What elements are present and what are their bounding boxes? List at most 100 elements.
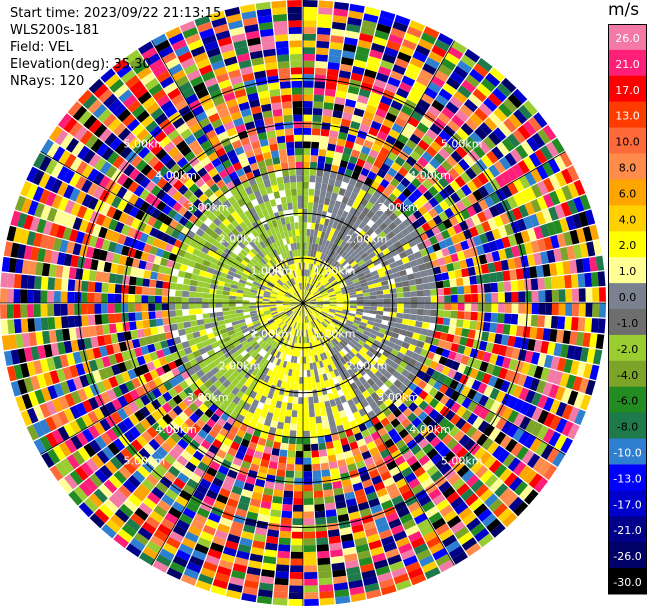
velocity-gate <box>188 291 196 298</box>
velocity-gate <box>75 160 88 176</box>
velocity-gate <box>314 319 319 326</box>
velocity-gate <box>558 289 566 302</box>
velocity-gate <box>268 330 275 337</box>
velocity-gate <box>212 173 222 184</box>
velocity-gate <box>81 414 94 428</box>
velocity-gate <box>183 568 200 580</box>
velocity-gate <box>245 201 254 210</box>
velocity-gate <box>215 350 224 358</box>
velocity-gate <box>274 326 281 333</box>
velocity-gate <box>397 111 410 122</box>
velocity-gate <box>305 290 308 297</box>
velocity-gate <box>296 303 303 305</box>
velocity-gate <box>276 303 283 305</box>
velocity-gate <box>232 236 241 245</box>
velocity-gate <box>457 363 467 374</box>
velocity-gate <box>335 595 351 605</box>
velocity-gate <box>332 206 339 215</box>
velocity-gate <box>284 333 290 340</box>
velocity-gate <box>46 207 58 222</box>
velocity-gate <box>359 321 367 327</box>
velocity-gate <box>81 315 89 327</box>
velocity-gate <box>504 292 512 303</box>
velocity-gate <box>160 100 174 113</box>
velocity-gate <box>303 87 314 95</box>
velocity-gate <box>484 397 495 410</box>
velocity-gate <box>316 300 324 303</box>
velocity-gate <box>358 221 367 230</box>
velocity-gate <box>477 382 488 394</box>
velocity-gate <box>194 262 203 270</box>
velocity-gate <box>288 592 303 600</box>
velocity-gate <box>395 439 406 450</box>
velocity-gate <box>122 479 137 494</box>
velocity-gate <box>291 342 295 350</box>
velocity-gate <box>253 450 263 460</box>
velocity-gate <box>235 330 243 337</box>
velocity-gate <box>349 272 357 279</box>
velocity-gate <box>283 307 291 311</box>
velocity-gate <box>244 333 253 340</box>
velocity-gate <box>513 501 529 517</box>
velocity-gate <box>400 177 411 188</box>
velocity-gate <box>165 26 182 39</box>
velocity-gate <box>77 89 93 105</box>
velocity-gate <box>188 156 200 167</box>
velocity-gate <box>339 281 346 287</box>
velocity-gate <box>559 247 569 261</box>
velocity-gate <box>357 94 369 105</box>
velocity-gate <box>513 398 525 413</box>
velocity-gate <box>50 178 63 194</box>
velocity-gate <box>465 117 479 131</box>
velocity-gate <box>275 281 282 288</box>
velocity-gate <box>365 340 373 347</box>
velocity-gate <box>365 589 382 600</box>
velocity-gate <box>215 235 225 244</box>
velocity-gate <box>228 299 236 303</box>
velocity-gate <box>170 323 178 331</box>
velocity-gate <box>196 134 209 145</box>
velocity-gate <box>103 93 118 108</box>
velocity-gate <box>447 119 460 133</box>
velocity-gate <box>54 129 69 146</box>
velocity-gate <box>359 33 374 43</box>
velocity-gate <box>148 295 155 303</box>
velocity-gate <box>262 303 270 306</box>
velocity-gate <box>374 370 384 379</box>
velocity-gate <box>118 255 128 266</box>
velocity-gate <box>555 418 568 434</box>
velocity-gate <box>135 209 146 221</box>
velocity-gate <box>283 251 289 259</box>
velocity-gate <box>452 551 468 565</box>
velocity-gate <box>290 558 303 566</box>
velocity-gate <box>304 592 319 600</box>
velocity-gate <box>450 294 458 303</box>
velocity-gate <box>172 117 185 129</box>
velocity-gate <box>469 320 478 330</box>
velocity-gate <box>350 475 362 485</box>
velocity-gate <box>304 316 307 324</box>
velocity-gate <box>108 283 116 294</box>
velocity-gate <box>233 273 242 279</box>
velocity-gate <box>314 74 326 82</box>
velocity-gate <box>525 419 537 434</box>
velocity-gate <box>384 438 395 449</box>
velocity-gate <box>343 370 351 379</box>
velocity-gate <box>472 235 483 247</box>
velocity-gate <box>208 262 217 270</box>
velocity-gate <box>315 306 323 310</box>
velocity-gate <box>348 270 356 276</box>
velocity-gate <box>116 186 128 199</box>
velocity-gate <box>324 379 330 388</box>
velocity-gate <box>276 232 282 241</box>
velocity-gate <box>219 272 228 278</box>
velocity-gate <box>387 554 402 566</box>
velocity-gate <box>376 267 385 274</box>
velocity-gate <box>448 167 460 180</box>
velocity-gate <box>385 83 398 94</box>
velocity-gate <box>318 323 325 331</box>
velocity-gate <box>39 234 50 249</box>
velocity-gate <box>296 336 300 344</box>
velocity-gate <box>328 290 335 295</box>
velocity-gate <box>370 374 380 383</box>
